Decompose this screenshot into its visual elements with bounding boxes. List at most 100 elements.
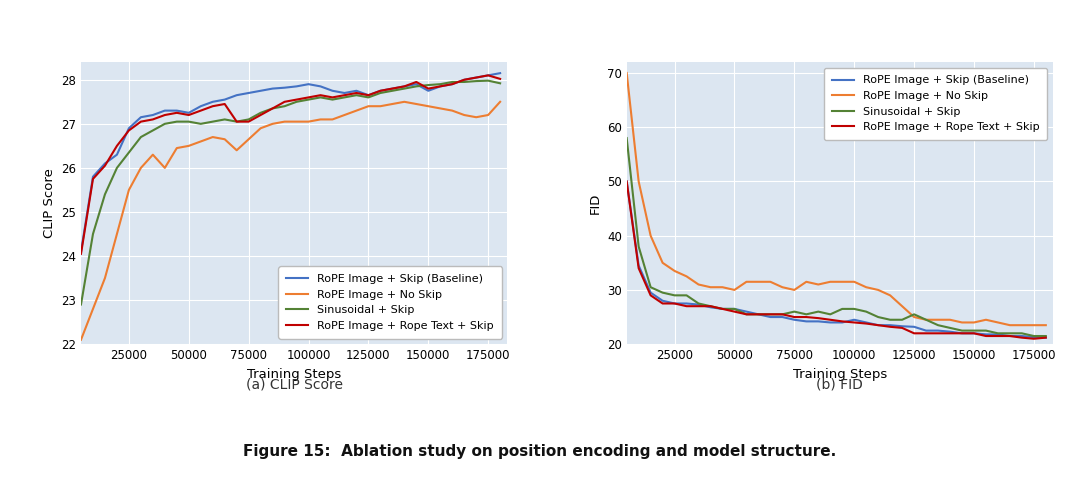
RoPE Image + Skip (Baseline) (242, 90, 255, 96)
RoPE Image + No Skip (134, 165, 147, 171)
RoPE Image + Skip (Baseline) (740, 309, 753, 315)
RoPE Image + Rope Text + Skip (218, 101, 231, 107)
Sinusoidal + Skip (812, 309, 825, 315)
RoPE Image + Skip (Baseline) (374, 88, 387, 94)
RoPE Image + No Skip (800, 279, 813, 285)
RoPE Image + Rope Text + Skip (434, 84, 447, 89)
RoPE Image + Rope Text + Skip (134, 119, 147, 124)
RoPE Image + Rope Text + Skip (692, 304, 705, 309)
RoPE Image + Skip (Baseline) (632, 262, 645, 268)
RoPE Image + Skip (Baseline) (338, 90, 351, 96)
RoPE Image + No Skip (350, 108, 363, 113)
RoPE Image + Skip (Baseline) (218, 97, 231, 102)
RoPE Image + No Skip (458, 112, 471, 118)
Sinusoidal + Skip (836, 306, 849, 312)
RoPE Image + Skip (Baseline) (824, 320, 837, 326)
RoPE Image + Skip (Baseline) (728, 306, 741, 312)
Sinusoidal + Skip (932, 322, 945, 328)
RoPE Image + No Skip (704, 284, 717, 290)
RoPE Image + Rope Text + Skip (494, 76, 507, 82)
RoPE Image + No Skip (680, 273, 693, 279)
RoPE Image + Skip (Baseline) (1015, 333, 1028, 339)
Sinusoidal + Skip (657, 290, 670, 295)
RoPE Image + No Skip (692, 282, 705, 287)
RoPE Image + Skip (Baseline) (434, 84, 447, 89)
RoPE Image + No Skip (206, 134, 219, 140)
Line: Sinusoidal + Skip: Sinusoidal + Skip (626, 138, 1045, 336)
RoPE Image + No Skip (171, 145, 184, 151)
RoPE Image + No Skip (872, 287, 885, 293)
RoPE Image + No Skip (314, 117, 327, 122)
RoPE Image + Skip (Baseline) (895, 324, 908, 329)
Sinusoidal + Skip (194, 121, 207, 127)
Line: RoPE Image + Rope Text + Skip: RoPE Image + Rope Text + Skip (626, 182, 1045, 339)
Sinusoidal + Skip (350, 92, 363, 98)
Sinusoidal + Skip (242, 117, 255, 122)
RoPE Image + Skip (Baseline) (409, 81, 422, 87)
RoPE Image + Skip (Baseline) (122, 125, 135, 131)
RoPE Image + No Skip (1003, 322, 1016, 328)
Sinusoidal + Skip (883, 317, 896, 323)
RoPE Image + Skip (Baseline) (482, 73, 495, 78)
Sinusoidal + Skip (397, 86, 410, 91)
RoPE Image + Rope Text + Skip (956, 330, 969, 336)
RoPE Image + Skip (Baseline) (907, 324, 920, 330)
RoPE Image + Skip (Baseline) (775, 314, 788, 320)
RoPE Image + Rope Text + Skip (86, 176, 99, 182)
RoPE Image + Rope Text + Skip (362, 92, 375, 98)
RoPE Image + Skip (Baseline) (848, 317, 861, 323)
Sinusoidal + Skip (159, 121, 172, 127)
RoPE Image + Skip (Baseline) (1027, 334, 1040, 340)
RoPE Image + No Skip (230, 147, 243, 153)
RoPE Image + No Skip (775, 284, 788, 290)
RoPE Image + Skip (Baseline) (956, 330, 969, 336)
Sinusoidal + Skip (386, 88, 399, 94)
RoPE Image + Skip (Baseline) (704, 304, 717, 310)
RoPE Image + Rope Text + Skip (824, 317, 837, 323)
RoPE Image + Skip (Baseline) (919, 328, 932, 334)
Sinusoidal + Skip (1027, 333, 1040, 339)
RoPE Image + No Skip (1039, 322, 1052, 328)
RoPE Image + Rope Text + Skip (836, 318, 849, 324)
Sinusoidal + Skip (147, 128, 160, 133)
RoPE Image + Skip (Baseline) (458, 77, 471, 83)
RoPE Image + Rope Text + Skip (122, 128, 135, 133)
RoPE Image + Skip (Baseline) (350, 88, 363, 94)
RoPE Image + Rope Text + Skip (482, 73, 495, 78)
RoPE Image + Rope Text + Skip (397, 84, 410, 89)
Text: (a) CLIP Score: (a) CLIP Score (245, 378, 342, 391)
RoPE Image + Rope Text + Skip (409, 79, 422, 85)
RoPE Image + No Skip (98, 275, 111, 281)
RoPE Image + No Skip (740, 279, 753, 285)
Sinusoidal + Skip (230, 119, 243, 124)
RoPE Image + Skip (Baseline) (470, 75, 483, 80)
Sinusoidal + Skip (98, 192, 111, 197)
RoPE Image + Skip (Baseline) (657, 298, 670, 304)
RoPE Image + No Skip (194, 139, 207, 144)
RoPE Image + Skip (Baseline) (644, 290, 657, 295)
RoPE Image + No Skip (669, 268, 681, 274)
Sinusoidal + Skip (716, 306, 729, 312)
Sinusoidal + Skip (692, 301, 705, 306)
RoPE Image + Skip (Baseline) (397, 84, 410, 89)
Sinusoidal + Skip (919, 317, 932, 323)
RoPE Image + Skip (Baseline) (669, 301, 681, 306)
RoPE Image + No Skip (716, 284, 729, 290)
RoPE Image + Rope Text + Skip (266, 106, 279, 111)
RoPE Image + Rope Text + Skip (728, 309, 741, 315)
Line: RoPE Image + Rope Text + Skip: RoPE Image + Rope Text + Skip (81, 76, 500, 254)
RoPE Image + No Skip (812, 282, 825, 287)
RoPE Image + No Skip (409, 101, 422, 107)
RoPE Image + Skip (Baseline) (254, 88, 267, 94)
Sinusoidal + Skip (848, 306, 861, 312)
RoPE Image + Skip (Baseline) (386, 86, 399, 91)
RoPE Image + Rope Text + Skip (848, 320, 861, 326)
RoPE Image + No Skip (326, 117, 339, 122)
RoPE Image + Rope Text + Skip (183, 112, 195, 118)
RoPE Image + Rope Text + Skip (968, 330, 981, 336)
RoPE Image + Skip (Baseline) (812, 318, 825, 324)
RoPE Image + No Skip (860, 284, 873, 290)
Sinusoidal + Skip (494, 80, 507, 86)
Sinusoidal + Skip (254, 110, 267, 116)
Sinusoidal + Skip (1003, 330, 1016, 336)
